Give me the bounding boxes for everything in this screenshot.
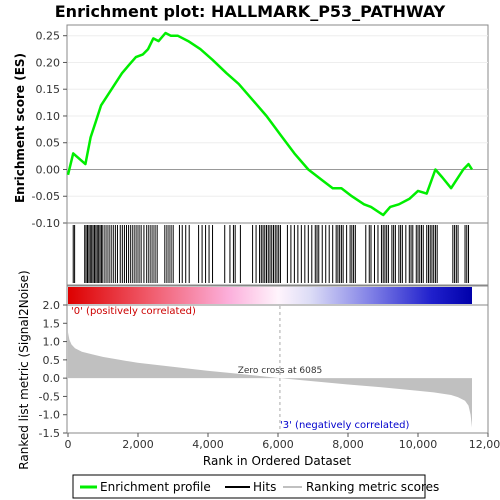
- rank-y-axis-label: Ranked list metric (Signal2Noise): [17, 270, 31, 469]
- rank-tick-label: -1.5: [39, 427, 60, 440]
- x-tick-label: 0: [65, 438, 72, 451]
- rank-tick-label: 0.5: [43, 354, 61, 367]
- x-axis: 0 2,000 4,000 6,000 8,000 10,000 12,000: [65, 433, 500, 451]
- positive-correlation-label: '0' (positively correlated): [71, 306, 196, 317]
- es-tick-label: -0.10: [32, 217, 60, 230]
- rank-tick-label: 1.5: [43, 317, 61, 330]
- negative-correlation-label: '3' (negatively correlated): [280, 420, 409, 431]
- es-tick-label: 0.10: [36, 110, 61, 123]
- x-tick-label: 4,000: [192, 438, 224, 451]
- enrichment-profile-line: [66, 31, 474, 217]
- rank-tick-label: 0.0: [43, 372, 61, 385]
- es-tick-label: 0.05: [36, 137, 61, 150]
- es-y-axis-label: Enrichment score (ES): [13, 53, 27, 203]
- legend-enrichment-label: Enrichment profile: [100, 480, 211, 494]
- x-tick-label: 8,000: [332, 438, 364, 451]
- es-tick-label: 0.20: [36, 56, 61, 69]
- es-tick-label: 0.00: [36, 163, 61, 176]
- x-tick-label: 2,000: [122, 438, 154, 451]
- zero-cross-label: Zero cross at 6085: [238, 366, 323, 376]
- rank-tick-label: -1.0: [39, 409, 60, 422]
- es-y-axis: 0.25 0.20 0.15 0.10 0.05 0.00 -0.05 -0.10: [32, 30, 67, 230]
- x-tick-label: 12,000: [469, 438, 500, 451]
- rank-tick-label: -0.5: [39, 390, 60, 403]
- x-tick-label: 10,000: [399, 438, 438, 451]
- hits-panel-frame: [66, 222, 489, 286]
- hits-marks: [72, 225, 470, 283]
- ranking-metric-area: [68, 332, 472, 428]
- legend: Enrichment profile Hits Ranking metric sco…: [80, 480, 439, 494]
- es-tick-label: -0.05: [32, 190, 60, 203]
- es-tick-label: 0.25: [36, 30, 61, 43]
- rank-y-axis: 2.0 1.5 1.0 0.5 0.0 -0.5 -1.0 -1.5: [39, 299, 67, 440]
- ranking-color-bar: [68, 287, 472, 304]
- legend-hits-label: Hits: [253, 480, 276, 494]
- x-tick-label: 6,000: [262, 438, 294, 451]
- legend-ranking-label: Ranking metric scores: [306, 480, 439, 494]
- x-axis-label: Rank in Ordered Dataset: [203, 454, 351, 468]
- chart-title: Enrichment plot: HALLMARK_P53_PATHWAY: [55, 2, 446, 21]
- es-tick-label: 0.15: [36, 83, 61, 96]
- rank-tick-label: 1.0: [43, 336, 61, 349]
- rank-tick-label: 2.0: [43, 299, 61, 312]
